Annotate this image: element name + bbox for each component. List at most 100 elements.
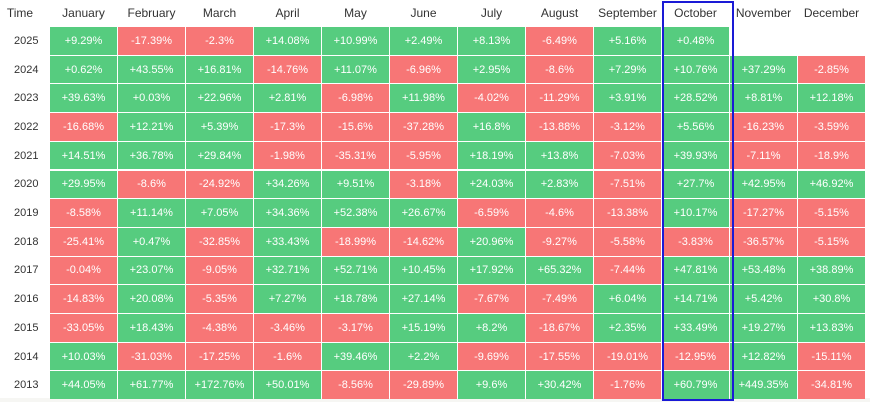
return-cell: +2.95% bbox=[458, 55, 525, 84]
return-cell: -37.28% bbox=[390, 113, 457, 141]
return-cell: +6.04% bbox=[594, 285, 661, 313]
return-cell: +36.78% bbox=[118, 141, 185, 170]
return-cell: +172.76% bbox=[186, 371, 253, 400]
return-cell: -18.67% bbox=[526, 314, 593, 342]
column-header: February bbox=[127, 5, 176, 20]
column-header: May bbox=[344, 5, 367, 20]
return-cell: +47.81% bbox=[662, 256, 729, 285]
return-cell: -16.23% bbox=[730, 113, 797, 141]
return-cell: -25.41% bbox=[50, 227, 117, 256]
return-cell: +14.08% bbox=[254, 27, 321, 55]
return-cell: -19.01% bbox=[594, 342, 661, 371]
empty-cell bbox=[730, 27, 797, 55]
return-cell: +0.03% bbox=[118, 84, 185, 113]
return-cell: -1.6% bbox=[254, 342, 321, 371]
return-cell: -5.58% bbox=[594, 227, 661, 256]
return-cell: -17.55% bbox=[526, 342, 593, 371]
return-cell: +18.43% bbox=[118, 314, 185, 342]
return-cell: -18.9% bbox=[798, 141, 865, 170]
return-cell: -3.17% bbox=[322, 314, 389, 342]
return-cell: +5.39% bbox=[186, 113, 253, 141]
return-cell: +61.77% bbox=[118, 371, 185, 400]
return-cell: +17.92% bbox=[458, 256, 525, 285]
return-cell: +23.07% bbox=[118, 256, 185, 285]
year-label: 2021 bbox=[14, 149, 39, 162]
return-cell: -4.6% bbox=[526, 199, 593, 227]
return-cell: -5.15% bbox=[798, 199, 865, 227]
return-cell: -6.96% bbox=[390, 55, 457, 84]
return-cell: +7.05% bbox=[186, 199, 253, 227]
year-label: 2013 bbox=[14, 379, 39, 392]
empty-cell bbox=[798, 27, 865, 55]
return-cell: +24.03% bbox=[458, 170, 525, 199]
return-cell: +18.19% bbox=[458, 141, 525, 170]
footer-band bbox=[0, 398, 870, 402]
return-cell: -16.68% bbox=[50, 113, 117, 141]
return-cell: +27.7% bbox=[662, 170, 729, 199]
column-header: Time bbox=[6, 5, 34, 20]
return-cell: -3.59% bbox=[798, 113, 865, 141]
return-cell: +39.63% bbox=[50, 84, 117, 113]
return-cell: +2.2% bbox=[390, 342, 457, 371]
return-cell: +16.81% bbox=[186, 55, 253, 84]
return-cell: -3.83% bbox=[662, 227, 729, 256]
column-header: June bbox=[410, 5, 437, 20]
return-cell: +33.43% bbox=[254, 227, 321, 256]
return-cell: -7.51% bbox=[594, 170, 661, 199]
column-header: December bbox=[803, 5, 860, 20]
return-cell: -14.76% bbox=[254, 55, 321, 84]
return-cell: -7.03% bbox=[594, 141, 661, 170]
year-label: 2018 bbox=[14, 235, 39, 248]
column-header: October bbox=[674, 5, 717, 20]
column-header: September bbox=[598, 5, 657, 20]
return-cell: -8.56% bbox=[322, 371, 389, 400]
return-cell: +30.8% bbox=[798, 285, 865, 313]
year-label: 2020 bbox=[14, 178, 39, 191]
return-cell: +10.03% bbox=[50, 342, 117, 371]
return-cell: -9.69% bbox=[458, 342, 525, 371]
year-label: 2017 bbox=[14, 264, 39, 277]
return-cell: +29.84% bbox=[186, 141, 253, 170]
return-cell: +9.51% bbox=[322, 170, 389, 199]
return-cell: +52.71% bbox=[322, 256, 389, 285]
return-cell: +10.45% bbox=[390, 256, 457, 285]
return-cell: +53.48% bbox=[730, 256, 797, 285]
return-cell: +29.95% bbox=[50, 170, 117, 199]
return-cell: +0.47% bbox=[118, 227, 185, 256]
return-cell: +8.2% bbox=[458, 314, 525, 342]
return-cell: -15.6% bbox=[322, 113, 389, 141]
return-cell: -36.57% bbox=[730, 227, 797, 256]
return-cell: -8.58% bbox=[50, 199, 117, 227]
return-cell: +20.08% bbox=[118, 285, 185, 313]
return-cell: +12.21% bbox=[118, 113, 185, 141]
return-cell: -11.29% bbox=[526, 84, 593, 113]
return-cell: -5.95% bbox=[390, 141, 457, 170]
return-cell: -0.04% bbox=[50, 256, 117, 285]
return-cell: -4.02% bbox=[458, 84, 525, 113]
return-cell: +26.67% bbox=[390, 199, 457, 227]
return-cell: +12.82% bbox=[730, 342, 797, 371]
return-cell: +16.8% bbox=[458, 113, 525, 141]
return-cell: +0.62% bbox=[50, 55, 117, 84]
return-cell: -1.76% bbox=[594, 371, 661, 400]
return-cell: -5.35% bbox=[186, 285, 253, 313]
return-cell: +2.49% bbox=[390, 27, 457, 55]
return-cell: -7.67% bbox=[458, 285, 525, 313]
return-cell: +11.14% bbox=[118, 199, 185, 227]
return-cell: +28.52% bbox=[662, 84, 729, 113]
return-cell: +15.19% bbox=[390, 314, 457, 342]
return-cell: +52.38% bbox=[322, 199, 389, 227]
return-cell: -12.95% bbox=[662, 342, 729, 371]
return-cell: +5.16% bbox=[594, 27, 661, 55]
return-cell: -32.85% bbox=[186, 227, 253, 256]
year-label: 2016 bbox=[14, 293, 39, 306]
return-cell: +44.05% bbox=[50, 371, 117, 400]
return-cell: +14.51% bbox=[50, 141, 117, 170]
return-cell: +8.13% bbox=[458, 27, 525, 55]
return-cell: -5.15% bbox=[798, 227, 865, 256]
return-cell: -3.46% bbox=[254, 314, 321, 342]
return-cell: +11.07% bbox=[322, 55, 389, 84]
return-cell: +13.8% bbox=[526, 141, 593, 170]
return-cell: -4.38% bbox=[186, 314, 253, 342]
